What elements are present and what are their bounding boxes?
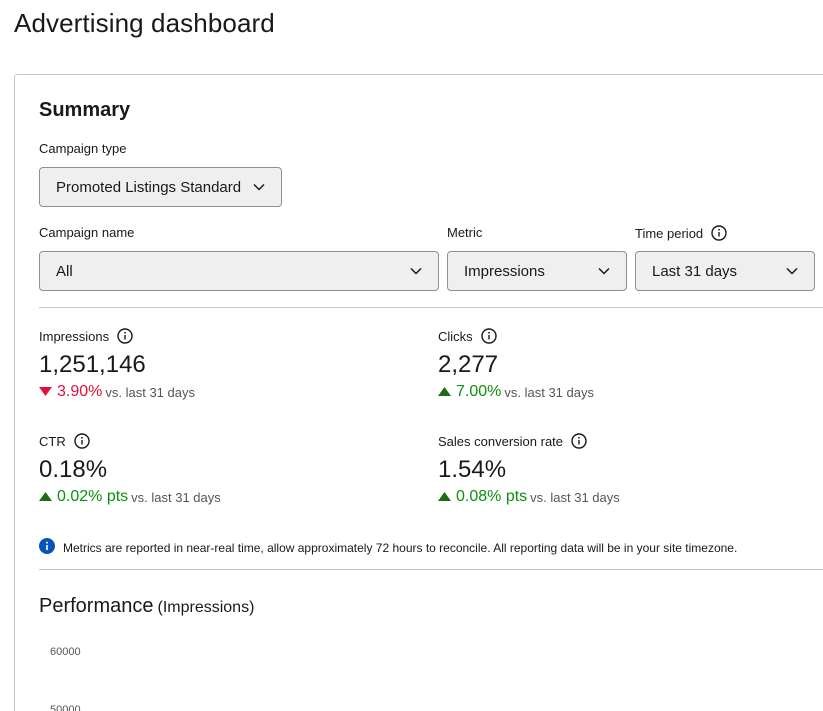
divider: [39, 307, 823, 308]
campaign-type-label: Campaign type: [39, 141, 127, 156]
metric-change: 0.08% pts: [456, 488, 528, 505]
performance-title: Performance (Impressions): [39, 595, 255, 617]
triangle-up-icon: [39, 488, 52, 506]
metric-value: 2,277: [438, 351, 499, 378]
notice-text: Metrics are reported in near-real time, …: [63, 540, 738, 555]
campaign-type-value: Promoted Listings Standard: [56, 178, 242, 196]
metric-ctr: CTR 0.18% 0.02% pts vs. last 31 days: [39, 432, 221, 506]
y-axis-tick: 60000: [50, 646, 81, 658]
metric-comparison: vs. last 31 days: [530, 489, 620, 505]
time-period-select[interactable]: Last 31 days: [635, 251, 815, 291]
campaign-name-label: Campaign name: [39, 225, 135, 240]
info-icon[interactable]: [480, 328, 497, 344]
summary-title: Summary: [39, 99, 131, 121]
metric-label: Sales conversion rate: [438, 433, 564, 449]
triangle-up-icon: [438, 488, 451, 506]
triangle-down-icon: [39, 383, 52, 401]
metric-change: 0.02% pts: [57, 488, 129, 505]
performance-subtitle: (Impressions): [157, 599, 255, 616]
metric-label: Metric: [447, 225, 483, 240]
campaign-name-select[interactable]: All: [39, 251, 439, 291]
info-filled-icon: [39, 538, 55, 557]
summary-card: Summary Campaign type Promoted Listings …: [14, 74, 823, 711]
metric-label: CTR: [39, 433, 66, 449]
metric-clicks: Clicks 2,277 7.00% vs. last 31 days: [438, 327, 594, 401]
triangle-up-icon: [438, 383, 451, 401]
metric-select[interactable]: Impressions: [447, 251, 627, 291]
metric-change: 7.00%: [456, 383, 502, 400]
metric-label: Clicks: [438, 328, 473, 344]
info-icon[interactable]: [571, 433, 587, 449]
metric-value: Impressions: [464, 262, 545, 280]
info-icon[interactable]: [74, 433, 90, 449]
divider: [39, 569, 823, 570]
metric-change: 3.90%: [57, 383, 103, 400]
time-period-label: Time period: [635, 225, 727, 241]
chevron-down-icon: [786, 265, 798, 277]
info-icon[interactable]: [117, 328, 133, 344]
chevron-down-icon: [410, 265, 422, 277]
y-axis-tick: 50000: [50, 704, 81, 711]
metric-value: 0.18%: [39, 456, 108, 483]
chevron-down-icon: [253, 181, 265, 193]
page-title: Advertising dashboard: [14, 8, 275, 38]
metric-label: Impressions: [39, 328, 110, 344]
info-notice: Metrics are reported in near-real time, …: [39, 538, 737, 557]
info-icon[interactable]: [711, 225, 727, 241]
chevron-down-icon: [598, 265, 610, 277]
metric-sales-conversion-rate: Sales conversion rate 1.54% 0.08% pts vs…: [438, 432, 620, 506]
campaign-name-value: All: [56, 262, 73, 280]
metric-impressions: Impressions 1,251,146 3.90% vs. last 31 …: [39, 327, 195, 401]
campaign-type-select[interactable]: Promoted Listings Standard: [39, 167, 282, 207]
time-period-value: Last 31 days: [652, 262, 738, 280]
metric-comparison: vs. last 31 days: [105, 384, 195, 400]
metric-value: 1.54%: [438, 456, 507, 483]
metric-comparison: vs. last 31 days: [131, 489, 221, 505]
metric-value: 1,251,146: [39, 351, 146, 378]
metric-comparison: vs. last 31 days: [504, 384, 594, 400]
